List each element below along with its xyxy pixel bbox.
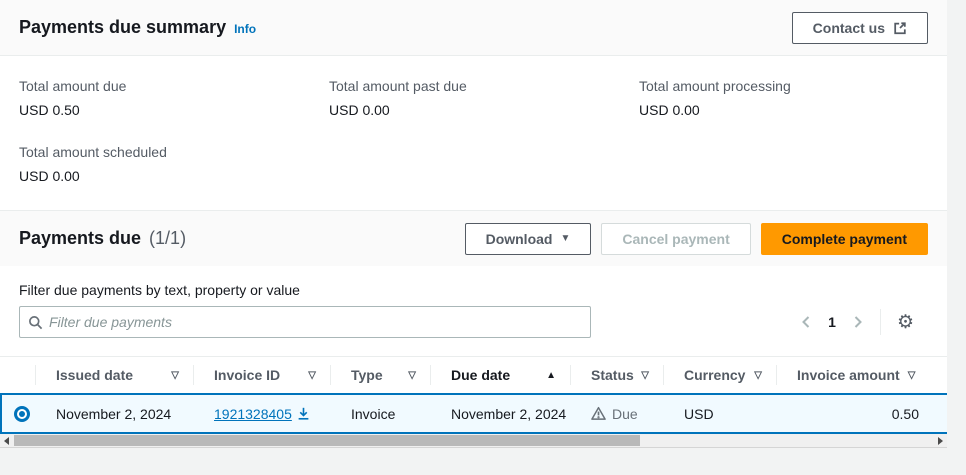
currency-cell: USD — [684, 405, 714, 422]
issued-date-cell: November 2, 2024 — [56, 405, 172, 422]
column-header-invoice-amount[interactable]: Invoice amount ▽ — [776, 357, 935, 393]
divider — [879, 309, 881, 335]
invoice-id-link[interactable]: 1921328405 — [214, 406, 310, 422]
column-header-currency[interactable]: Currency ▽ — [663, 357, 776, 393]
search-icon — [28, 315, 43, 330]
due-date-cell: November 2, 2024 — [451, 405, 567, 422]
previous-page-button[interactable] — [800, 315, 812, 329]
status-cell: Due — [570, 406, 663, 422]
column-header-due-date[interactable]: Due date ▲ — [430, 357, 570, 393]
column-label: Status — [591, 367, 634, 383]
column-header-type[interactable]: Type ▽ — [330, 357, 430, 393]
scroll-right-arrow[interactable] — [934, 434, 947, 447]
column-label: Invoice ID — [214, 367, 281, 383]
payments-due-header: Payments due (1/1) Download ▼ Cancel pay… — [0, 210, 947, 266]
stat-total-scheduled: Total amount scheduled USD 0.00 — [19, 144, 329, 184]
contact-us-label: Contact us — [812, 19, 885, 36]
invoice-amount-cell: 0.50 — [891, 405, 919, 422]
chevron-down-icon: ▼ — [560, 232, 571, 244]
column-header-invoice-id[interactable]: Invoice ID ▽ — [193, 357, 330, 393]
filter-icon[interactable]: ▽ — [171, 369, 179, 381]
row-select-radio[interactable] — [14, 405, 30, 422]
warning-triangle-icon — [591, 406, 606, 421]
stat-total-processing: Total amount processing USD 0.00 — [639, 78, 928, 118]
column-label: Due date — [451, 367, 511, 383]
scroll-left-arrow[interactable] — [0, 434, 13, 447]
type-cell: Invoice — [351, 405, 396, 422]
complete-payment-button[interactable]: Complete payment — [760, 222, 928, 255]
summary-title-group: Payments due summary Info — [19, 17, 256, 38]
summary-header: Payments due summary Info Contact us — [0, 0, 947, 56]
download-icon[interactable] — [297, 407, 310, 420]
invoice-id-text: 1921328405 — [214, 405, 292, 422]
payments-due-title-group: Payments due (1/1) — [19, 228, 186, 249]
table-header-row: Issued date ▽ Invoice ID ▽ Type ▽ Due da… — [0, 357, 947, 393]
column-label: Invoice amount — [797, 367, 900, 383]
status-label: Due — [612, 405, 638, 422]
column-header-status[interactable]: Status ▽ — [570, 357, 663, 393]
filter-label: Filter due payments by text, property or… — [19, 282, 300, 298]
filter-icon[interactable]: ▽ — [754, 369, 762, 381]
download-button[interactable]: Download ▼ — [464, 222, 592, 255]
payments-actions: Download ▼ Cancel payment Complete payme… — [464, 222, 928, 255]
info-link[interactable]: Info — [234, 22, 257, 36]
payments-due-count: (1/1) — [149, 228, 187, 248]
column-label: Currency — [684, 367, 746, 383]
column-header-issued-date[interactable]: Issued date ▽ — [35, 357, 193, 393]
stat-value: USD 0.00 — [329, 102, 390, 118]
column-label: Type — [351, 367, 383, 383]
payments-card: Payments due summary Info Contact us Tot… — [0, 0, 947, 448]
table-row[interactable]: November 2, 2024 1921328405 Invoice Nove… — [0, 393, 947, 434]
next-page-button[interactable] — [852, 315, 864, 329]
filter-input[interactable] — [49, 314, 582, 330]
complete-payment-label: Complete payment — [781, 230, 907, 247]
scrollbar-thumb[interactable] — [14, 435, 640, 446]
horizontal-scrollbar[interactable] — [0, 434, 947, 448]
filter-input-box — [19, 306, 591, 338]
summary-title: Payments due summary — [19, 17, 227, 37]
row-select-cell — [0, 405, 35, 422]
invoice-id-cell: 1921328405 — [193, 406, 330, 422]
filter-icon[interactable]: ▽ — [907, 369, 916, 381]
pagination: 1 ⚙ — [800, 309, 928, 335]
contact-us-button[interactable]: Contact us — [791, 11, 928, 44]
stat-value: USD 0.00 — [19, 168, 80, 184]
download-label: Download — [485, 230, 553, 247]
external-link-icon — [893, 21, 907, 35]
stat-label: Total amount past due — [329, 78, 467, 94]
filter-icon[interactable]: ▽ — [408, 369, 416, 381]
stat-label: Total amount scheduled — [19, 144, 167, 160]
stat-total-due: Total amount due USD 0.50 — [19, 78, 329, 118]
filter-icon[interactable]: ▽ — [308, 369, 316, 381]
stat-total-past-due: Total amount past due USD 0.00 — [329, 78, 639, 118]
select-column-header — [0, 357, 35, 393]
stat-value: USD 0.00 — [639, 102, 700, 118]
payments-table: Issued date ▽ Invoice ID ▽ Type ▽ Due da… — [0, 356, 947, 434]
cancel-payment-button[interactable]: Cancel payment — [601, 222, 751, 255]
stat-label: Total amount due — [19, 78, 127, 94]
sort-ascending-icon[interactable]: ▲ — [546, 369, 556, 381]
stat-value: USD 0.50 — [19, 102, 80, 118]
filter-row: 1 ⚙ — [19, 306, 928, 338]
stat-label: Total amount processing — [639, 78, 791, 94]
filter-area: Filter due payments by text, property or… — [0, 266, 947, 338]
column-label: Issued date — [56, 367, 134, 383]
summary-stats: Total amount due USD 0.50 Total amount p… — [0, 56, 947, 210]
settings-gear-icon[interactable]: ⚙ — [896, 311, 914, 333]
page-number[interactable]: 1 — [828, 314, 836, 330]
filter-icon[interactable]: ▽ — [641, 369, 649, 381]
cancel-payment-label: Cancel payment — [622, 230, 730, 247]
payments-due-title: Payments due — [19, 228, 142, 248]
